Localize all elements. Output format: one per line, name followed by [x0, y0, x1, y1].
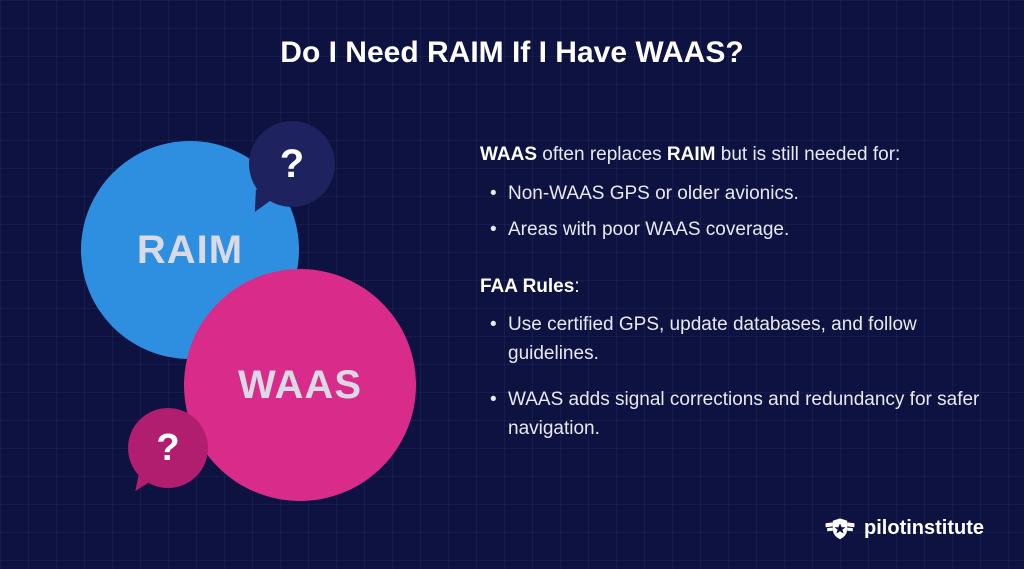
list-item: Non-WAAS GPS or older avionics.	[488, 179, 980, 208]
waas-circle: WAAS	[184, 269, 416, 501]
page-title: Do I Need RAIM If I Have WAAS?	[0, 36, 1024, 70]
intro-line: WAAS often replaces RAIM but is still ne…	[480, 140, 980, 169]
list-item: WAAS adds signal corrections and redunda…	[488, 385, 980, 444]
infographic-canvas: Do I Need RAIM If I Have WAAS? RAIM WAAS…	[0, 0, 1024, 569]
intro-mid: often replaces	[537, 144, 667, 165]
faa-rules-heading: FAA Rules:	[480, 272, 980, 301]
list-item: Areas with poor WAAS coverage.	[488, 215, 980, 244]
intro-bold-waas: WAAS	[480, 144, 537, 165]
brand-text: pilotinstitute	[864, 517, 984, 540]
venn-diagram: RAIM WAAS ? ?	[40, 120, 460, 520]
brand-logo: pilotinstitute	[824, 513, 984, 543]
question-mark-icon: ?	[156, 427, 179, 470]
bullet-list-1: Non-WAAS GPS or older avionics. Areas wi…	[488, 179, 980, 244]
waas-label: WAAS	[238, 363, 362, 408]
intro-bold-raim: RAIM	[667, 144, 716, 165]
question-mark-icon: ?	[280, 142, 304, 187]
intro-post: but is still needed for:	[715, 144, 900, 165]
wings-shield-icon	[824, 513, 856, 543]
bullet-list-2: Use certified GPS, update databases, and…	[488, 310, 980, 444]
content-block: WAAS often replaces RAIM but is still ne…	[480, 140, 980, 450]
list-item: Use certified GPS, update databases, and…	[488, 310, 980, 369]
raim-label: RAIM	[137, 228, 243, 273]
